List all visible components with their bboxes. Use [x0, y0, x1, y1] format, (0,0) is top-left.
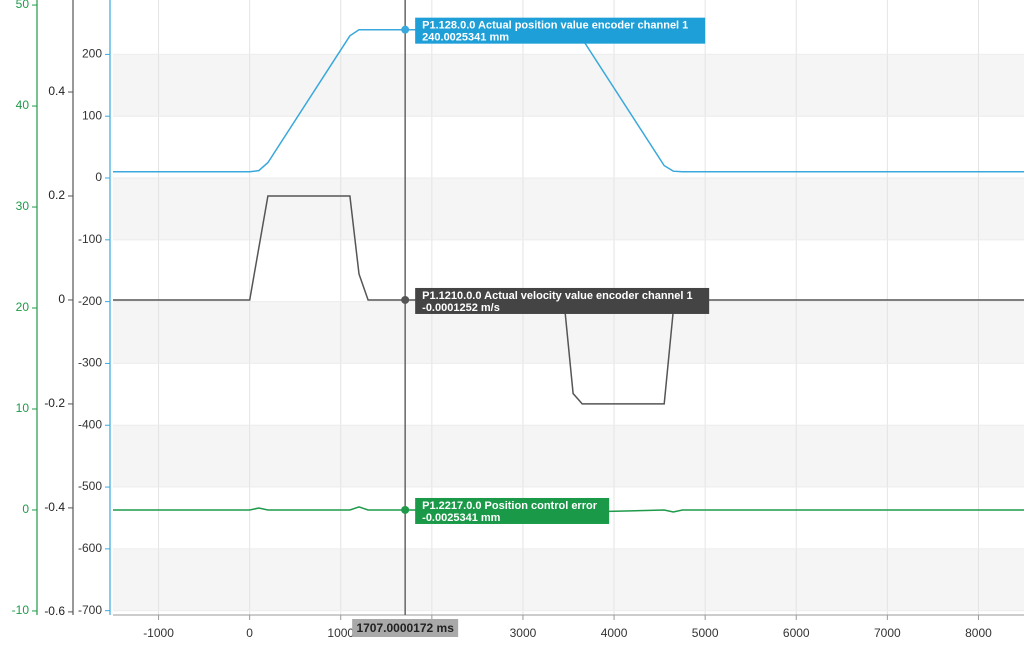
y-tick-label: 30	[16, 199, 30, 213]
tooltip	[415, 497, 610, 524]
band	[113, 548, 1024, 611]
tooltip-title: P1.128.0.0 Actual position value encoder…	[422, 20, 688, 32]
tooltip-title: P1.1210.0.0 Actual velocity value encode…	[422, 290, 692, 302]
cursor-label: 1707.0000172 ms	[356, 621, 454, 635]
x-tick-label: 0	[246, 626, 253, 640]
y-tick-label: -500	[78, 479, 102, 493]
y-tick-label: -700	[78, 603, 102, 617]
y-tick-label: 0.2	[48, 188, 65, 202]
tooltip-value: -0.0001252 m/s	[422, 302, 500, 314]
y-tick-label: 100	[82, 108, 102, 122]
y-tick-label: -0.6	[44, 604, 65, 618]
tooltip-value: 240.0025341 mm	[422, 32, 509, 44]
band	[113, 425, 1024, 488]
cursor-label-box	[352, 619, 459, 637]
y-tick-label: 50	[16, 0, 30, 11]
x-tick-label: 6000	[783, 626, 810, 640]
x-tick-label: 3000	[510, 626, 537, 640]
band	[113, 178, 1024, 240]
x-tick-label: -1000	[143, 626, 174, 640]
y-tick-label: -400	[78, 417, 102, 431]
y-tick-label: 20	[16, 300, 30, 314]
y-tick-label: 0.4	[48, 84, 65, 98]
cursor-dot	[401, 295, 410, 304]
y-tick-label: 0	[58, 292, 65, 306]
y-tick-label: 0	[22, 502, 29, 516]
y-tick-label: -0.2	[44, 396, 65, 410]
y-tick-label: -10	[12, 603, 30, 617]
y-tick-label: 40	[16, 98, 30, 112]
cursor-dot	[401, 25, 410, 34]
tooltip-value: -0.0025341 mm	[422, 512, 500, 524]
y-tick-label: -300	[78, 356, 102, 370]
band	[113, 54, 1024, 117]
x-tick-label: 7000	[874, 626, 901, 640]
x-tick-label: 4000	[601, 626, 628, 640]
y-tick-label: 10	[16, 401, 30, 415]
y-tick-label: -200	[78, 294, 102, 308]
y-tick-label: 200	[82, 47, 102, 61]
x-tick-label: 1000	[327, 626, 354, 640]
cursor-dot	[401, 505, 410, 514]
y-tick-label: -100	[78, 232, 102, 246]
y-tick-label: 0	[95, 170, 102, 184]
x-tick-label: 5000	[692, 626, 719, 640]
x-tick-label: 8000	[965, 626, 992, 640]
y-tick-label: -600	[78, 541, 102, 555]
tooltip	[415, 287, 710, 314]
tooltip	[415, 17, 706, 44]
tooltip-title: P1.2217.0.0 Position control error	[422, 500, 598, 512]
y-tick-label: -0.4	[44, 500, 65, 514]
